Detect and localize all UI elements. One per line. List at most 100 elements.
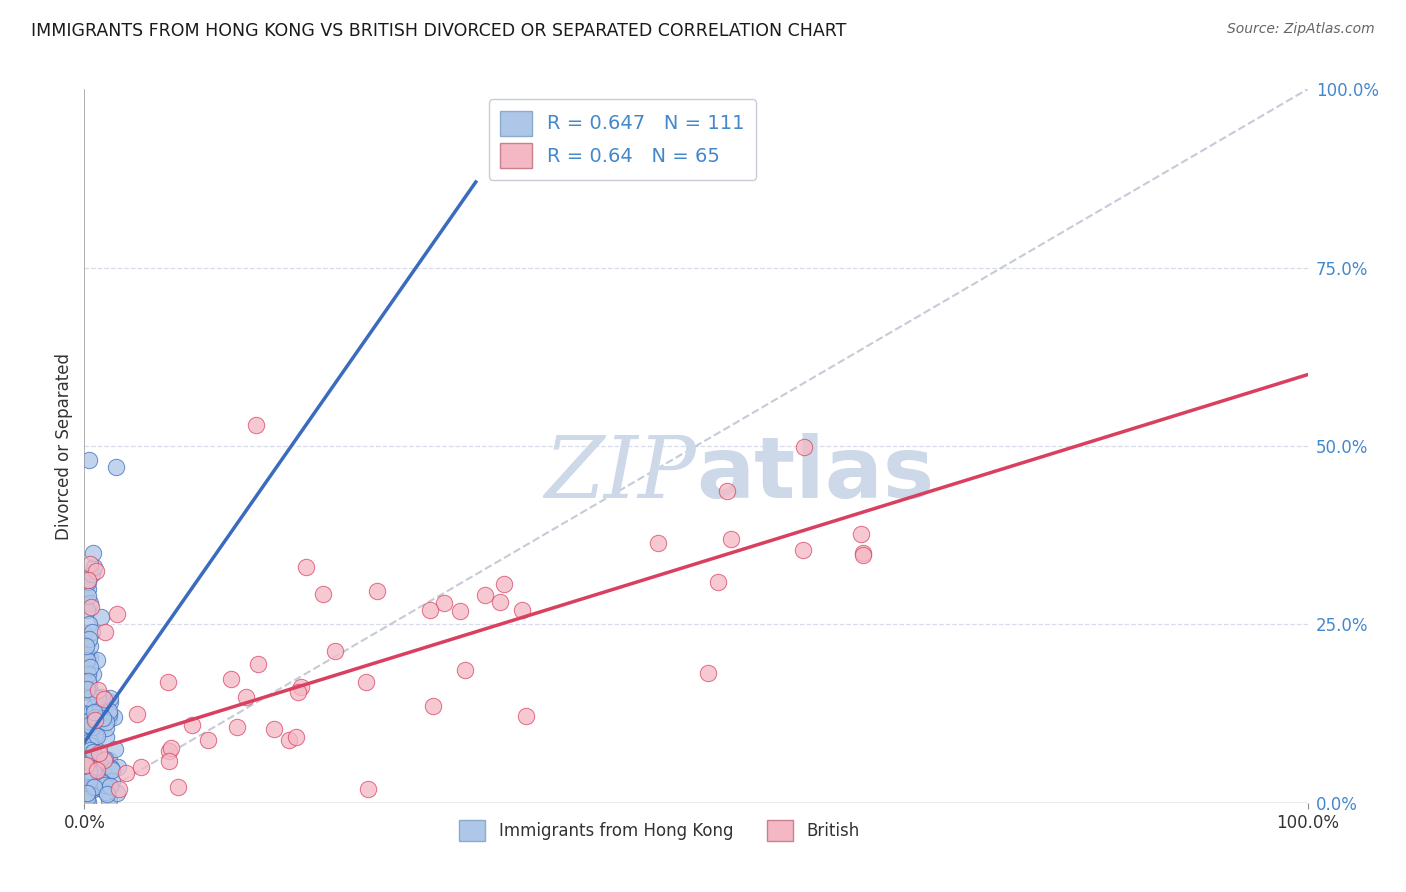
Point [80, 719, 103, 733]
Point [366, 583, 388, 598]
Point [494, 577, 516, 591]
Point [83, 560, 105, 574]
Point [90, 776, 112, 790]
Point [87, 746, 110, 760]
Point [167, 780, 190, 795]
Point [82, 745, 104, 759]
Text: IMMIGRANTS FROM HONG KONG VS BRITISH DIVORCED OR SEPARATED CORRELATION CHART: IMMIGRANTS FROM HONG KONG VS BRITISH DIV… [31, 22, 846, 40]
Point [79, 742, 101, 756]
Point [79, 596, 101, 610]
Point [104, 742, 127, 756]
Point [75, 639, 97, 653]
Point [82, 764, 104, 779]
Point [449, 604, 471, 618]
Point [86, 729, 108, 743]
Point [87, 683, 110, 698]
Point [114, 766, 136, 780]
Point [79, 639, 101, 653]
Point [90, 690, 112, 704]
Point [454, 663, 477, 677]
Point [75, 790, 97, 805]
Point [79, 660, 101, 674]
Point [84, 772, 107, 787]
Point [75, 748, 97, 763]
Point [77, 678, 100, 692]
Point [474, 588, 496, 602]
Point [97, 706, 120, 721]
Point [98, 792, 121, 806]
Point [77, 780, 100, 795]
Point [89, 780, 111, 795]
Point [263, 723, 285, 737]
Point [96, 785, 118, 799]
Point [93, 711, 115, 725]
Point [77, 795, 100, 809]
Point [75, 753, 97, 767]
Point [354, 675, 377, 690]
Text: ZIP: ZIP [544, 434, 696, 516]
Point [80, 780, 103, 794]
Point [80, 705, 103, 719]
Point [101, 774, 124, 789]
Point [73, 739, 96, 754]
Point [80, 567, 103, 582]
Point [82, 546, 104, 560]
Point [93, 691, 115, 706]
Point [792, 543, 814, 558]
Point [76, 683, 98, 698]
Point [157, 754, 180, 768]
Point [75, 758, 97, 772]
Point [82, 732, 104, 747]
Point [294, 560, 316, 574]
Point [697, 665, 720, 680]
Point [90, 610, 112, 624]
Point [77, 764, 100, 779]
Point [290, 681, 312, 695]
Point [73, 741, 96, 756]
Point [422, 699, 444, 714]
Point [77, 453, 100, 467]
Point [97, 753, 120, 767]
Point [100, 761, 122, 775]
Point [79, 734, 101, 748]
Point [79, 743, 101, 757]
Point [77, 690, 100, 705]
Point [76, 681, 98, 696]
Point [160, 741, 183, 756]
Point [89, 701, 111, 715]
Point [105, 460, 128, 475]
Point [91, 714, 114, 729]
Point [98, 695, 121, 709]
Point [79, 686, 101, 700]
Point [98, 704, 121, 718]
Point [76, 653, 98, 667]
Point [226, 720, 249, 734]
Point [76, 786, 98, 800]
Point [77, 773, 100, 788]
Point [510, 603, 533, 617]
Point [77, 756, 100, 770]
Point [84, 564, 107, 578]
Point [108, 781, 131, 796]
Point [86, 653, 108, 667]
Point [105, 607, 128, 621]
Point [77, 589, 100, 603]
Point [77, 667, 100, 681]
Point [76, 756, 98, 771]
Point [80, 720, 103, 734]
Point [79, 684, 101, 698]
Point [84, 709, 107, 723]
Point [94, 721, 117, 735]
Point [278, 732, 301, 747]
Point [76, 723, 98, 738]
Point [489, 595, 512, 609]
Point [129, 759, 152, 773]
Point [77, 573, 100, 587]
Point [79, 738, 101, 752]
Point [90, 775, 112, 789]
Point [84, 758, 107, 772]
Point [77, 574, 100, 589]
Point [75, 731, 97, 745]
Point [76, 792, 98, 806]
Point [127, 706, 149, 721]
